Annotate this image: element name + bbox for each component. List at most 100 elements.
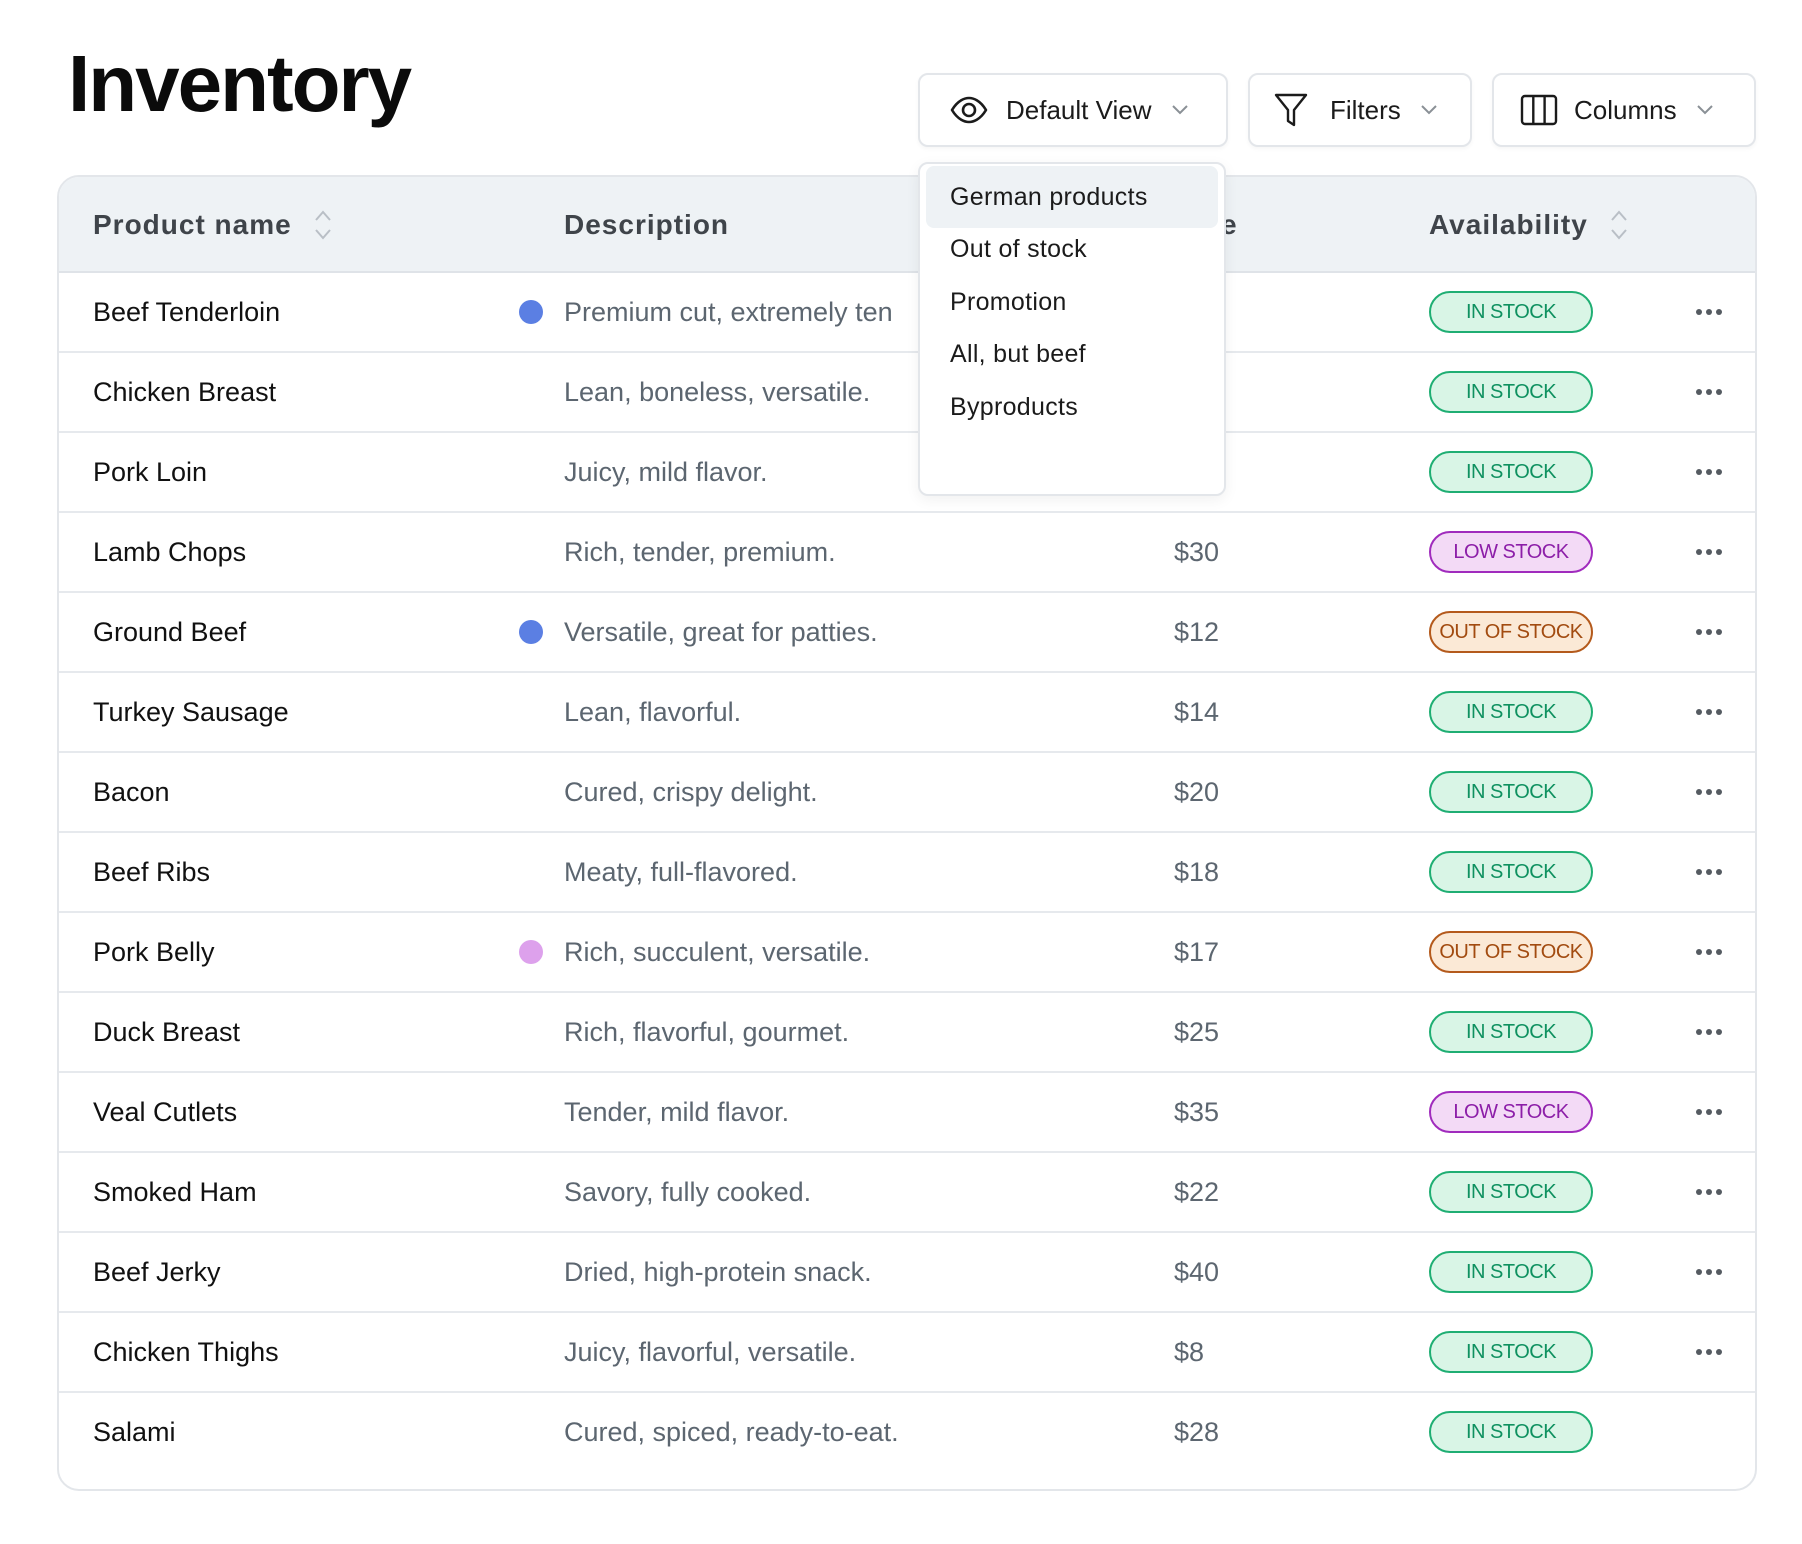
more-options-button[interactable] — [1696, 1313, 1722, 1391]
table-row[interactable]: Turkey Sausage Lean, flavorful. $14 IN STOC… — [59, 673, 1755, 753]
more-options-button[interactable] — [1696, 833, 1722, 911]
more-icon — [1696, 1349, 1722, 1355]
product-description: Savory, fully cooked. — [564, 1176, 812, 1207]
dropdown-item[interactable]: Out of stock — [950, 235, 1087, 263]
status-badge: IN STOCK — [1429, 851, 1593, 893]
product-price: $35 — [1174, 1096, 1220, 1127]
more-options-button[interactable] — [1696, 1153, 1722, 1231]
inventory-table: Product name Description e Availability — [57, 175, 1757, 1491]
product-description: Premium cut, extremely ten — [564, 296, 893, 327]
product-name: Veal Cutlets — [93, 1096, 238, 1127]
header-product-name[interactable]: Product name — [93, 177, 332, 273]
product-description: Lean, flavorful. — [564, 696, 742, 727]
product-price: $22 — [1174, 1176, 1220, 1207]
chevron-down-icon — [1171, 105, 1188, 115]
table-row[interactable]: Chicken Thighs Juicy, flavorful, versatil… — [59, 1313, 1755, 1393]
product-price: $14 — [1174, 696, 1220, 727]
product-name: Duck Breast — [93, 1016, 241, 1047]
status-badge: IN STOCK — [1429, 691, 1593, 733]
header-availability[interactable]: Availability — [1429, 177, 1628, 273]
more-options-button[interactable] — [1696, 993, 1722, 1071]
table-header: Product name Description e Availability — [59, 177, 1755, 273]
product-name: Pork Loin — [93, 456, 208, 487]
product-description: Cured, spiced, ready-to-eat. — [564, 1416, 899, 1447]
more-icon — [1696, 1269, 1722, 1275]
table-row[interactable]: Chicken Breast Lean, boneless, versatile.… — [59, 353, 1755, 433]
table-row[interactable]: Veal Cutlets Tender, mild flavor. $35 LOW S… — [59, 1073, 1755, 1153]
table-row[interactable]: Bacon Cured, crispy delight. $20 IN STOCK — [59, 753, 1755, 833]
dropdown-item[interactable]: Byproducts — [950, 392, 1079, 421]
product-description: Lean, boneless, versatile. — [564, 376, 871, 407]
more-icon — [1696, 469, 1722, 475]
chevron-down-icon — [1696, 105, 1713, 115]
status-badge: IN STOCK — [1429, 291, 1593, 333]
availability-cell: IN STOCK — [1429, 1393, 1593, 1471]
availability-cell: IN STOCK — [1429, 673, 1593, 751]
availability-cell: LOW STOCK — [1429, 1073, 1593, 1151]
more-icon — [1696, 1109, 1722, 1115]
product-description: Juicy, flavorful, versatile. — [564, 1336, 857, 1367]
product-description: Tender, mild flavor. — [564, 1096, 790, 1127]
filters-button[interactable]: Filters — [1248, 73, 1472, 147]
more-icon — [1696, 629, 1722, 635]
dropdown-item[interactable]: All, but beef — [950, 340, 1086, 368]
table-row[interactable]: Lamb Chops Rich, tender, premium. $30 LOW S… — [59, 513, 1755, 593]
product-name: Salami — [93, 1416, 176, 1447]
availability-cell: IN STOCK — [1429, 833, 1593, 911]
header-description[interactable]: Description — [564, 177, 729, 273]
table-row[interactable]: Beef Ribs Meaty, full-flavored. $18 IN STOC… — [59, 833, 1755, 913]
more-options-button[interactable] — [1696, 1233, 1722, 1311]
dropdown-item[interactable]: Promotion — [950, 287, 1067, 316]
product-name: Lamb Chops — [93, 536, 247, 567]
more-icon — [1696, 789, 1722, 795]
product-price: $28 — [1174, 1416, 1220, 1447]
sort-icon — [1610, 208, 1628, 242]
more-options-button[interactable] — [1696, 513, 1722, 591]
status-badge: IN STOCK — [1429, 771, 1593, 813]
more-options-button[interactable] — [1696, 273, 1722, 351]
filters-label: Filters — [1330, 94, 1401, 125]
status-badge: IN STOCK — [1429, 1411, 1593, 1453]
default-view-label: Default View — [1006, 94, 1152, 125]
more-options-button[interactable] — [1696, 353, 1722, 431]
product-name: Beef Jerky — [93, 1256, 221, 1287]
funnel-icon — [1274, 92, 1308, 128]
table-row[interactable]: Salami Cured, spiced, ready-to-eat. $28 IN … — [59, 1393, 1755, 1473]
columns-button[interactable]: Columns — [1492, 73, 1756, 147]
table-row[interactable]: Pork Loin Juicy, mild flavor. IN STOCK — [59, 433, 1755, 513]
product-description: Cured, crispy delight. — [564, 776, 818, 807]
product-price: $40 — [1174, 1256, 1220, 1287]
page-title: Inventory — [68, 39, 412, 128]
more-options-button[interactable] — [1696, 1073, 1722, 1151]
product-price: $12 — [1174, 616, 1220, 647]
availability-cell: IN STOCK — [1429, 1233, 1593, 1311]
status-badge: IN STOCK — [1429, 451, 1593, 493]
product-description: Meaty, full-flavored. — [564, 856, 798, 887]
status-badge: OUT OF STOCK — [1429, 611, 1593, 653]
availability-cell: OUT OF STOCK — [1429, 593, 1593, 671]
header-label: Availability — [1429, 209, 1588, 240]
header-label: Description — [564, 209, 730, 240]
product-description: Rich, tender, premium. — [564, 536, 836, 567]
table-row[interactable]: Ground Beef Versatile, great for patties.… — [59, 593, 1755, 673]
more-options-button[interactable] — [1696, 433, 1722, 511]
product-description: Juicy, mild flavor. — [564, 456, 768, 487]
more-options-button[interactable] — [1696, 753, 1722, 831]
more-options-button[interactable] — [1696, 913, 1722, 991]
default-view-button[interactable]: Default View — [918, 73, 1228, 147]
dropdown-item[interactable]: German products — [926, 166, 1218, 228]
product-name: Bacon — [93, 776, 170, 807]
product-price: $30 — [1174, 536, 1220, 567]
table-row[interactable]: Beef Tenderloin Premium cut, extremely te… — [59, 273, 1755, 353]
more-options-button[interactable] — [1696, 673, 1722, 751]
status-badge: IN STOCK — [1429, 371, 1593, 413]
table-row[interactable]: Duck Breast Rich, flavorful, gourmet. $25 I… — [59, 993, 1755, 1073]
status-badge: IN STOCK — [1429, 1011, 1593, 1053]
eye-icon — [950, 96, 988, 124]
table-row[interactable]: Beef Jerky Dried, high-protein snack. $40 I… — [59, 1233, 1755, 1313]
columns-icon — [1520, 94, 1558, 126]
table-row[interactable]: Smoked Ham Savory, fully cooked. $22 IN STO… — [59, 1153, 1755, 1233]
more-options-button[interactable] — [1696, 593, 1722, 671]
table-row[interactable]: Pork Belly Rich, succulent, versatile. $17… — [59, 913, 1755, 993]
